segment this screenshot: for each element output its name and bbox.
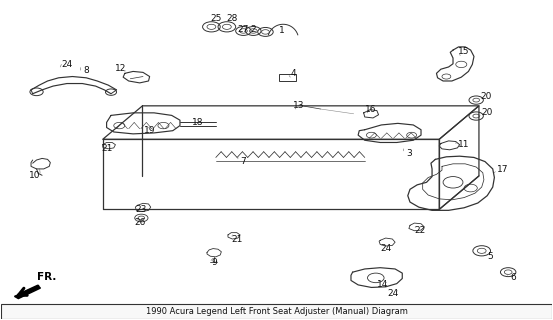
Text: 23: 23 — [135, 205, 147, 214]
Text: 26: 26 — [134, 218, 145, 227]
Text: 16: 16 — [364, 105, 376, 114]
Text: 5: 5 — [488, 252, 493, 261]
Text: 14: 14 — [377, 280, 388, 289]
Text: 8: 8 — [84, 66, 89, 75]
Text: 10: 10 — [29, 172, 40, 180]
Text: 28: 28 — [227, 14, 238, 23]
Text: 21: 21 — [101, 144, 112, 153]
Text: 25: 25 — [210, 14, 222, 23]
Text: 18: 18 — [192, 118, 204, 127]
Text: 24: 24 — [388, 289, 399, 298]
Polygon shape — [14, 286, 40, 299]
Text: 7: 7 — [241, 157, 246, 166]
Text: 15: 15 — [458, 47, 470, 56]
Text: 2: 2 — [251, 25, 256, 34]
Text: 13: 13 — [293, 101, 304, 110]
Text: 27: 27 — [238, 25, 249, 34]
Text: 17: 17 — [497, 165, 508, 174]
Text: 12: 12 — [115, 64, 127, 73]
Text: 24: 24 — [61, 60, 72, 69]
Text: 1: 1 — [279, 26, 285, 35]
Text: 24: 24 — [380, 244, 392, 253]
Text: 20: 20 — [482, 108, 493, 117]
Text: 6: 6 — [511, 273, 517, 282]
Text: 22: 22 — [414, 226, 426, 235]
Text: 4: 4 — [290, 69, 296, 78]
Text: 20: 20 — [481, 92, 492, 101]
Text: 1990 Acura Legend Left Front Seat Adjuster (Manual) Diagram: 1990 Acura Legend Left Front Seat Adjust… — [145, 307, 408, 316]
Text: FR.: FR. — [36, 272, 56, 282]
Text: 21: 21 — [231, 235, 242, 244]
Text: 11: 11 — [458, 140, 470, 149]
Text: 9: 9 — [212, 258, 217, 267]
Text: 3: 3 — [406, 149, 412, 158]
Bar — [1, 304, 552, 319]
Text: 19: 19 — [144, 126, 155, 135]
